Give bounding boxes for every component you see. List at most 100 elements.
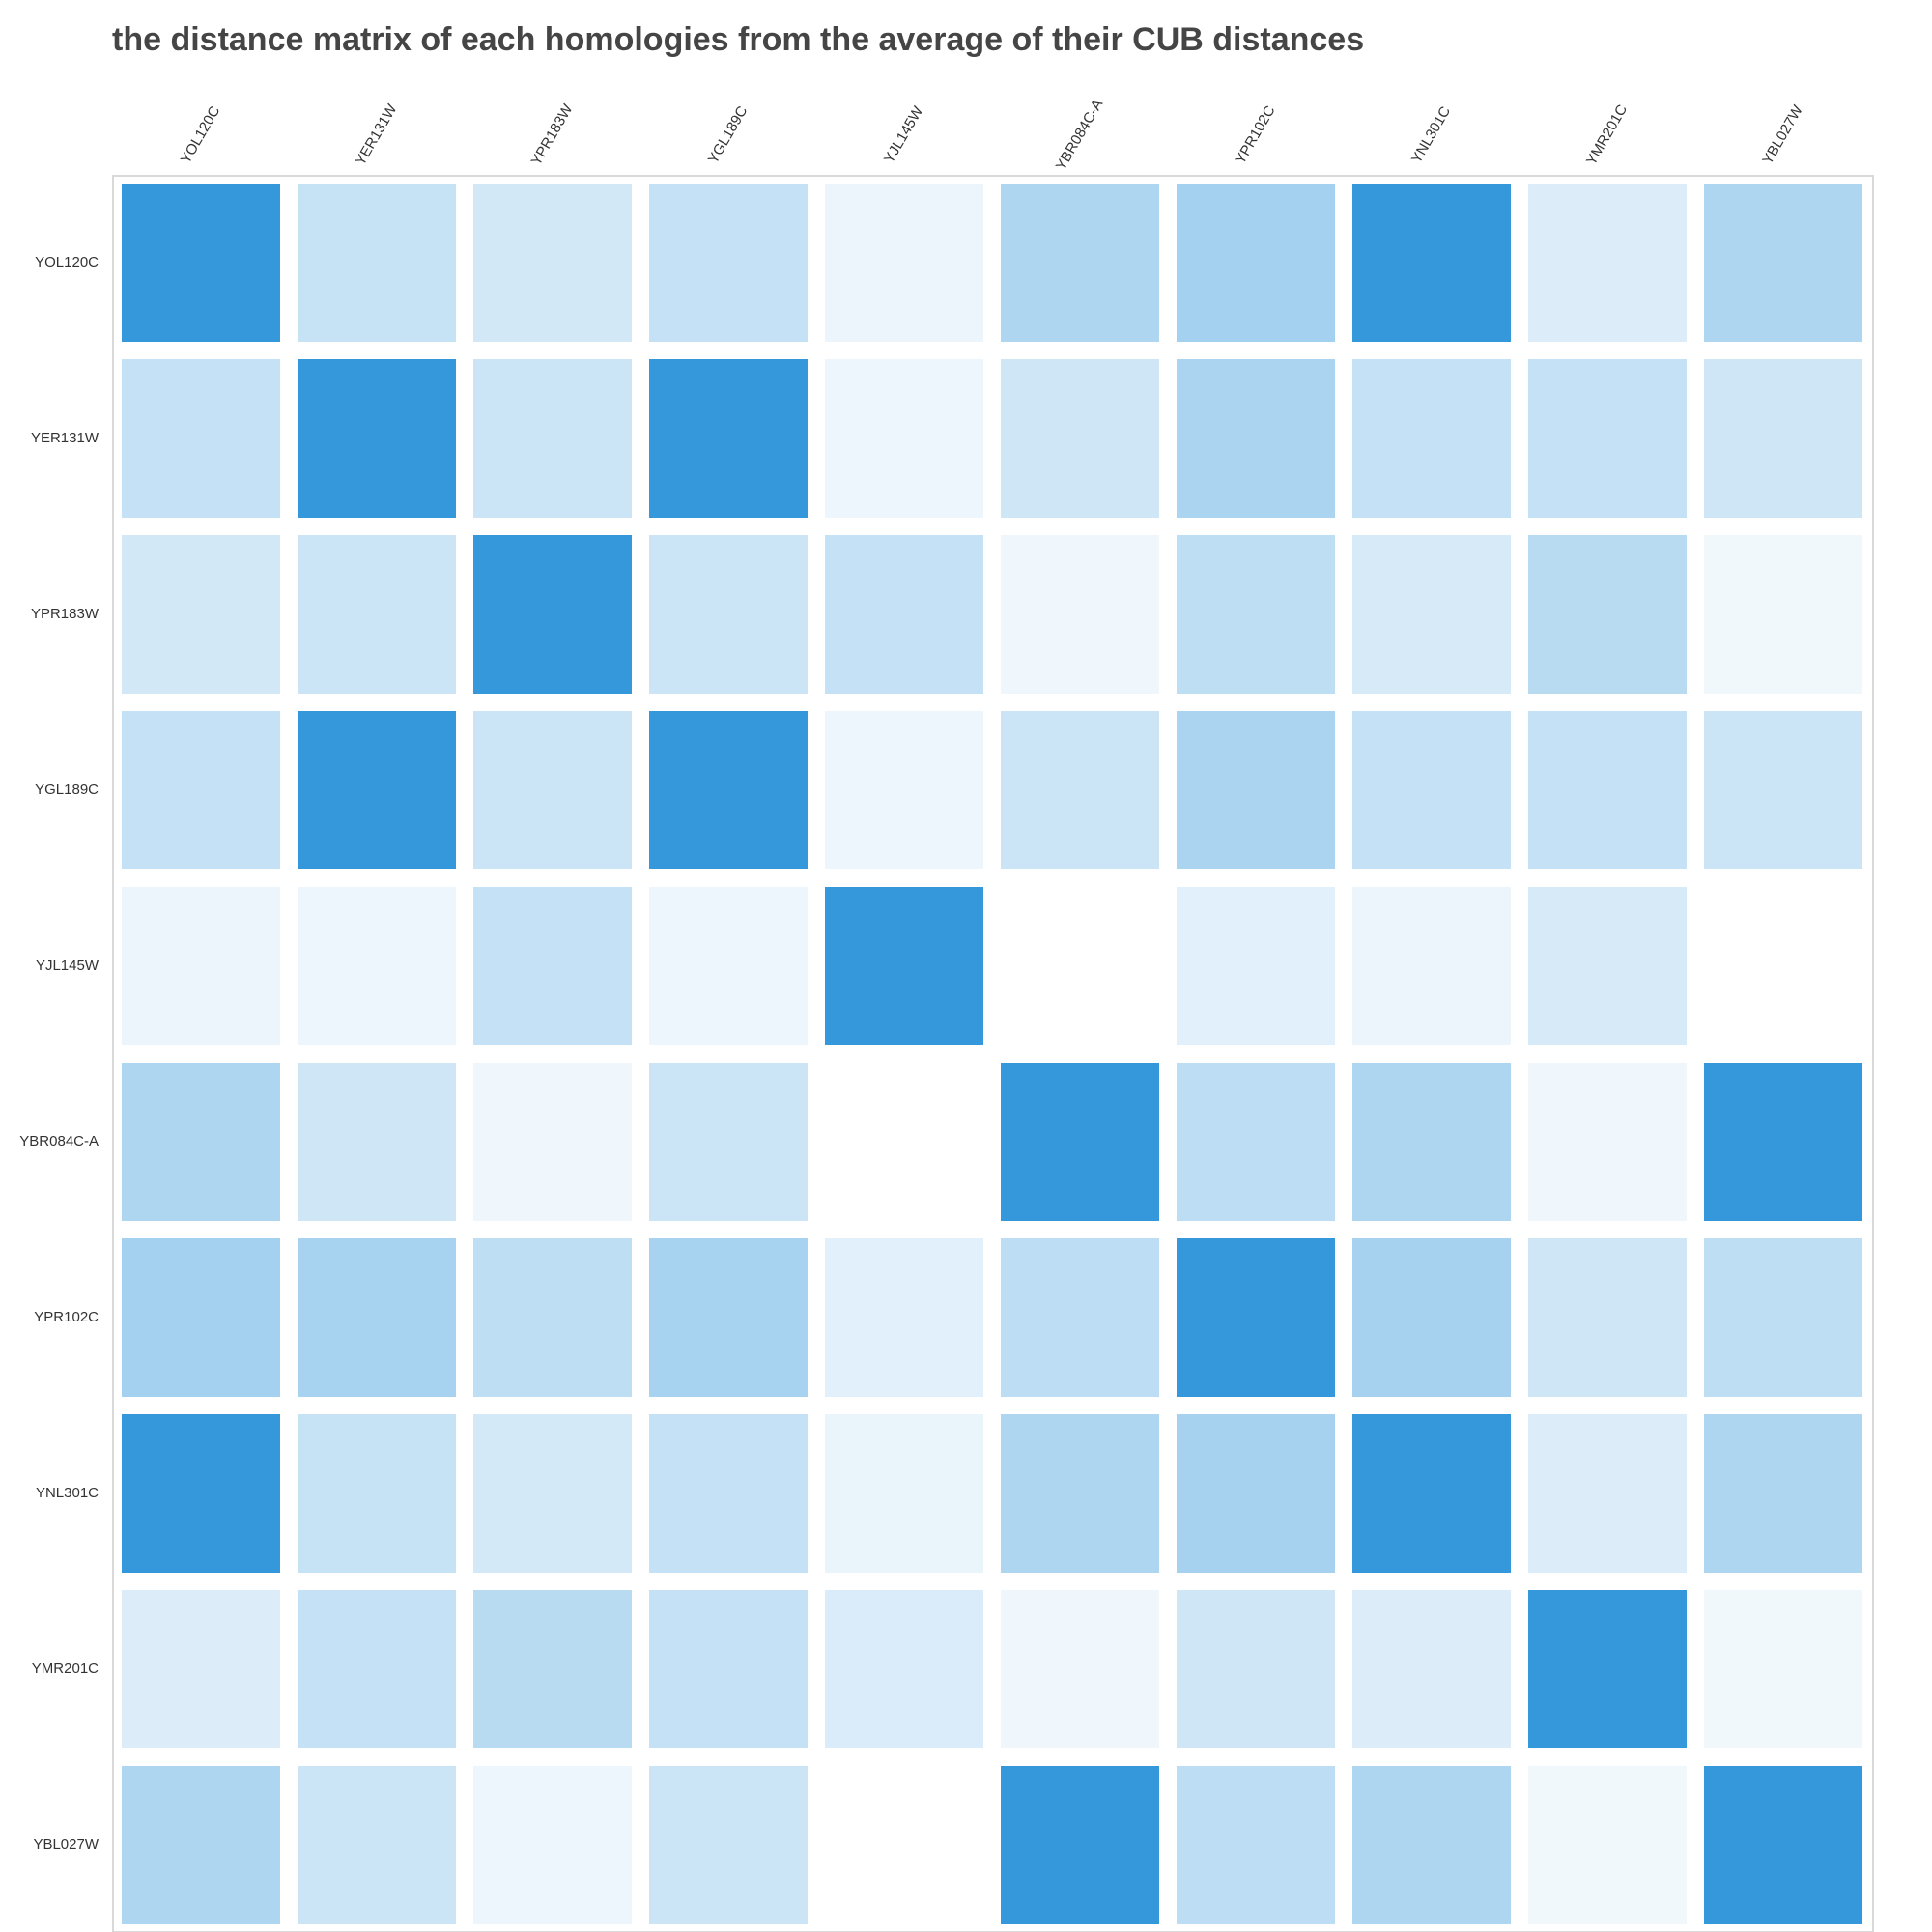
heatmap-cell-YBR084C-A-YPR183W bbox=[473, 1063, 632, 1221]
chart-title: the distance matrix of each homologies f… bbox=[112, 21, 1365, 58]
heatmap-cell-YNL301C-YNL301C bbox=[1352, 1414, 1511, 1573]
heatmap-cell-YMR201C-YPR183W bbox=[473, 1590, 632, 1748]
heatmap-cell-YER131W-YER131W bbox=[298, 359, 456, 518]
heatmap-cell-YPR102C-YNL301C bbox=[1352, 1238, 1511, 1397]
heatmap-cell-YGL189C-YBR084C-A bbox=[1001, 711, 1159, 869]
heatmap-cell-YJL145W-YPR102C bbox=[1177, 887, 1335, 1045]
heatmap-cell-YGL189C-YBL027W bbox=[1704, 711, 1862, 869]
heatmap-cell-YPR102C-YJL145W bbox=[825, 1238, 983, 1397]
heatmap-cell-YJL145W-YNL301C bbox=[1352, 887, 1511, 1045]
heatmap-cell-YPR183W-YNL301C bbox=[1352, 535, 1511, 694]
heatmap-cells bbox=[122, 184, 1862, 1924]
heatmap-cell-YBR084C-A-YJL145W bbox=[825, 1063, 983, 1221]
heatmap-cell-YPR102C-YER131W bbox=[298, 1238, 456, 1397]
heatmap-cell-YOL120C-YER131W bbox=[298, 184, 456, 342]
heatmap-cell-YJL145W-YPR183W bbox=[473, 887, 632, 1045]
heatmap-cell-YPR102C-YPR102C bbox=[1177, 1238, 1335, 1397]
heatmap-cell-YBL027W-YBR084C-A bbox=[1001, 1766, 1159, 1924]
heatmap-cell-YOL120C-YMR201C bbox=[1528, 184, 1687, 342]
y-tick-labels: YOL120C YER131W YPR183W YGL189C YJL145W YBR08… bbox=[19, 254, 99, 1853]
heatmap-cell-YBR084C-A-YBL027W bbox=[1704, 1063, 1862, 1221]
heatmap-cell-YGL189C-YOL120C bbox=[122, 711, 280, 869]
heatmap-cell-YBR084C-A-YPR102C bbox=[1177, 1063, 1335, 1221]
heatmap-cell-YPR183W-YBR084C-A bbox=[1001, 535, 1159, 694]
y-tick-label: YMR201C bbox=[32, 1661, 99, 1677]
heatmap-cell-YPR102C-YBR084C-A bbox=[1001, 1238, 1159, 1397]
heatmap-cell-YJL145W-YBL027W bbox=[1704, 887, 1862, 1045]
heatmap-cell-YER131W-YJL145W bbox=[825, 359, 983, 518]
heatmap-cell-YMR201C-YPR102C bbox=[1177, 1590, 1335, 1748]
y-tick-label: YJL145W bbox=[36, 957, 99, 974]
heatmap-cell-YPR183W-YPR102C bbox=[1177, 535, 1335, 694]
heatmap-cell-YNL301C-YER131W bbox=[298, 1414, 456, 1573]
heatmap-cell-YPR183W-YJL145W bbox=[825, 535, 983, 694]
x-tick-label: YJL145W bbox=[881, 103, 927, 167]
heatmap-cell-YPR102C-YBL027W bbox=[1704, 1238, 1862, 1397]
x-tick-label: YER131W bbox=[353, 100, 401, 168]
heatmap-cell-YOL120C-YPR183W bbox=[473, 184, 632, 342]
x-tick-label: YBL027W bbox=[1759, 102, 1806, 168]
heatmap-cell-YPR102C-YGL189C bbox=[649, 1238, 808, 1397]
heatmap-cell-YMR201C-YMR201C bbox=[1528, 1590, 1687, 1748]
heatmap-cell-YBL027W-YJL145W bbox=[825, 1766, 983, 1924]
heatmap-cell-YBL027W-YPR102C bbox=[1177, 1766, 1335, 1924]
heatmap-cell-YPR183W-YER131W bbox=[298, 535, 456, 694]
x-tick-label: YPR183W bbox=[528, 100, 577, 168]
heatmap-cell-YNL301C-YMR201C bbox=[1528, 1414, 1687, 1573]
heatmap-cell-YPR183W-YBL027W bbox=[1704, 535, 1862, 694]
heatmap-cell-YGL189C-YER131W bbox=[298, 711, 456, 869]
heatmap-cell-YBL027W-YBL027W bbox=[1704, 1766, 1862, 1924]
y-tick-label: YBL027W bbox=[33, 1836, 99, 1853]
heatmap-cell-YJL145W-YOL120C bbox=[122, 887, 280, 1045]
heatmap-cell-YJL145W-YBR084C-A bbox=[1001, 887, 1159, 1045]
heatmap-cell-YPR102C-YOL120C bbox=[122, 1238, 280, 1397]
heatmap-cell-YPR183W-YMR201C bbox=[1528, 535, 1687, 694]
heatmap-cell-YNL301C-YPR183W bbox=[473, 1414, 632, 1573]
heatmap-cell-YGL189C-YGL189C bbox=[649, 711, 808, 869]
x-tick-label: YBR084C-A bbox=[1053, 97, 1107, 173]
heatmap-cell-YER131W-YPR183W bbox=[473, 359, 632, 518]
heatmap-cell-YMR201C-YJL145W bbox=[825, 1590, 983, 1748]
y-tick-label: YPR102C bbox=[34, 1309, 99, 1325]
heatmap-cell-YER131W-YPR102C bbox=[1177, 359, 1335, 518]
y-tick-label: YNL301C bbox=[36, 1485, 99, 1501]
y-tick-label: YBR084C-A bbox=[19, 1133, 99, 1150]
heatmap-cell-YMR201C-YBL027W bbox=[1704, 1590, 1862, 1748]
heatmap-cell-YBR084C-A-YGL189C bbox=[649, 1063, 808, 1221]
heatmap-cell-YOL120C-YPR102C bbox=[1177, 184, 1335, 342]
heatmap-cell-YER131W-YOL120C bbox=[122, 359, 280, 518]
heatmap-cell-YBR084C-A-YER131W bbox=[298, 1063, 456, 1221]
heatmap-cell-YMR201C-YER131W bbox=[298, 1590, 456, 1748]
heatmap-cell-YOL120C-YBL027W bbox=[1704, 184, 1862, 342]
x-tick-label: YPR102C bbox=[1233, 102, 1279, 166]
heatmap-cell-YNL301C-YGL189C bbox=[649, 1414, 808, 1573]
x-tick-label: YMR201C bbox=[1583, 101, 1631, 168]
x-tick-label: YNL301C bbox=[1408, 103, 1454, 166]
heatmap-cell-YNL301C-YBR084C-A bbox=[1001, 1414, 1159, 1573]
heatmap-cell-YOL120C-YNL301C bbox=[1352, 184, 1511, 342]
heatmap-cell-YMR201C-YBR084C-A bbox=[1001, 1590, 1159, 1748]
heatmap-cell-YMR201C-YOL120C bbox=[122, 1590, 280, 1748]
heatmap-cell-YER131W-YNL301C bbox=[1352, 359, 1511, 518]
heatmap-cell-YJL145W-YGL189C bbox=[649, 887, 808, 1045]
heatmap-cell-YPR183W-YPR183W bbox=[473, 535, 632, 694]
heatmap-cell-YBL027W-YNL301C bbox=[1352, 1766, 1511, 1924]
heatmap-cell-YBL027W-YER131W bbox=[298, 1766, 456, 1924]
heatmap-cell-YER131W-YGL189C bbox=[649, 359, 808, 518]
heatmap-cell-YBL027W-YMR201C bbox=[1528, 1766, 1687, 1924]
heatmap-cell-YMR201C-YGL189C bbox=[649, 1590, 808, 1748]
x-tick-label: YOL120C bbox=[178, 103, 224, 167]
heatmap-cell-YBR084C-A-YNL301C bbox=[1352, 1063, 1511, 1221]
heatmap-cell-YOL120C-YGL189C bbox=[649, 184, 808, 342]
heatmap-cell-YGL189C-YPR102C bbox=[1177, 711, 1335, 869]
heatmap-cell-YNL301C-YOL120C bbox=[122, 1414, 280, 1573]
heatmap-cell-YER131W-YMR201C bbox=[1528, 359, 1687, 518]
heatmap-cell-YGL189C-YMR201C bbox=[1528, 711, 1687, 869]
heatmap-cell-YBR084C-A-YOL120C bbox=[122, 1063, 280, 1221]
heatmap-cell-YPR102C-YPR183W bbox=[473, 1238, 632, 1397]
plot-frame bbox=[112, 175, 1874, 1932]
heatmap-cell-YNL301C-YBL027W bbox=[1704, 1414, 1862, 1573]
heatmap-cell-YPR183W-YGL189C bbox=[649, 535, 808, 694]
heatmap-cell-YPR183W-YOL120C bbox=[122, 535, 280, 694]
